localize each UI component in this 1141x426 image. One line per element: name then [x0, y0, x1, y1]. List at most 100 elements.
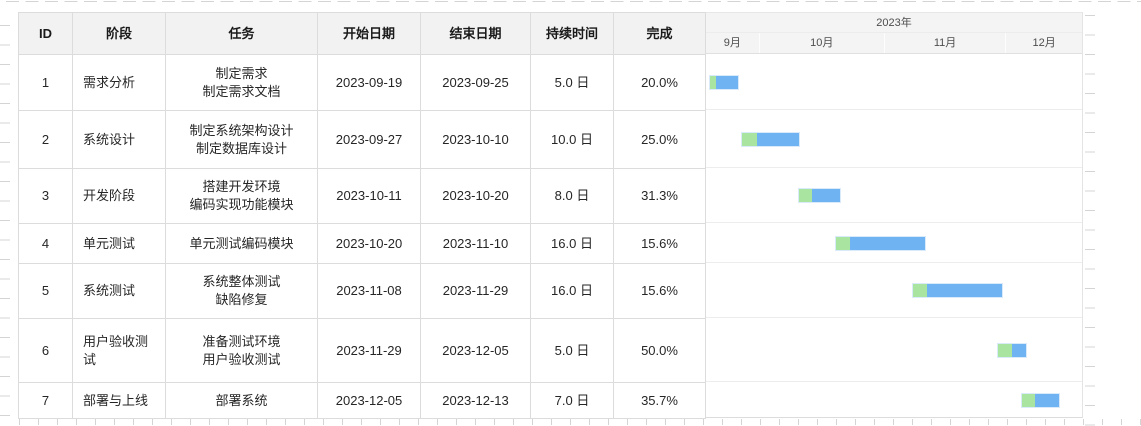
cell-id: 7	[18, 382, 73, 419]
cell-complete: 20.0%	[613, 54, 706, 111]
cell-id: 4	[18, 223, 73, 264]
cell-start-date: 2023-09-19	[317, 54, 421, 111]
cell-end-date: 2023-11-10	[420, 223, 531, 264]
table-row: 1 需求分析 制定需求 制定需求文档 2023-09-19 2023-09-25…	[18, 54, 706, 111]
cell-start-date: 2023-11-29	[317, 318, 421, 383]
cell-duration: 7.0 日	[530, 382, 614, 419]
cell-task: 制定系统架构设计 制定数据库设计	[165, 110, 318, 169]
table-row: 2 系统设计 制定系统架构设计 制定数据库设计 2023-09-27 2023-…	[18, 110, 706, 169]
cell-duration: 5.0 日	[530, 318, 614, 383]
spreadsheet-gridline-top	[0, 1, 1141, 2]
cell-phase: 用户验收测 试	[72, 318, 166, 383]
cell-id: 3	[18, 168, 73, 224]
column-header-duration: 持续时间	[530, 12, 614, 55]
cell-duration: 5.0 日	[530, 54, 614, 111]
cell-end-date: 2023-10-10	[420, 110, 531, 169]
cell-complete: 25.0%	[613, 110, 706, 169]
spreadsheet-gridline-bottom	[19, 419, 1141, 425]
gantt-task-table: ID 阶段 任务 开始日期 结束日期 持续时间 完成 1 需求分析 制定需求 制…	[18, 12, 706, 419]
table-row: 4 单元测试 单元测试编码模块 2023-10-20 2023-11-10 16…	[18, 223, 706, 264]
timeline-year-label: 2023年	[706, 12, 1082, 33]
cell-task: 系统整体测试 缺陷修复	[165, 263, 318, 319]
cell-duration: 10.0 日	[530, 110, 614, 169]
cell-complete: 31.3%	[613, 168, 706, 224]
gantt-row	[706, 382, 1082, 418]
column-header-complete: 完成	[613, 12, 706, 55]
gantt-row	[706, 168, 1082, 223]
cell-id: 5	[18, 263, 73, 319]
gantt-row	[706, 54, 1082, 110]
table-row: 7 部署与上线 部署系统 2023-12-05 2023-12-13 7.0 日…	[18, 382, 706, 419]
column-header-phase: 阶段	[72, 12, 166, 55]
table-row: 6 用户验收测 试 准备测试环境 用户验收测试 2023-11-29 2023-…	[18, 318, 706, 383]
month-label: 12月	[1005, 33, 1082, 53]
cell-phase: 系统测试	[72, 263, 166, 319]
spreadsheet-gridline-right	[1085, 12, 1095, 426]
column-header-id: ID	[18, 12, 73, 55]
month-label: 9月	[723, 37, 741, 49]
cell-phase: 部署与上线	[72, 382, 166, 419]
cell-start-date: 2023-10-11	[317, 168, 421, 224]
gantt-row	[706, 110, 1082, 168]
gantt-bar[interactable]	[709, 74, 740, 90]
table-header-row: ID 阶段 任务 开始日期 结束日期 持续时间 完成	[18, 12, 706, 55]
cell-complete: 15.6%	[613, 223, 706, 264]
cell-task: 搭建开发环境 编码实现功能模块	[165, 168, 318, 224]
month-label: 11月	[883, 33, 1005, 53]
gantt-bar-progress	[1022, 393, 1036, 407]
cell-id: 2	[18, 110, 73, 169]
cell-duration: 16.0 日	[530, 223, 614, 264]
cell-complete: 35.7%	[613, 382, 706, 419]
cell-duration: 8.0 日	[530, 168, 614, 224]
cell-phase: 开发阶段	[72, 168, 166, 224]
cell-end-date: 2023-09-25	[420, 54, 531, 111]
gantt-bar-progress	[799, 189, 812, 202]
gantt-bar-progress	[710, 75, 716, 89]
timeline-header: 2023年 9月 10月 11月 12月	[706, 12, 1082, 54]
cell-end-date: 2023-12-13	[420, 382, 531, 419]
spreadsheet-gridline-left	[0, 16, 10, 426]
table-row: 3 开发阶段 搭建开发环境 编码实现功能模块 2023-10-11 2023-1…	[18, 168, 706, 224]
cell-start-date: 2023-09-27	[317, 110, 421, 169]
timeline-body	[706, 54, 1082, 418]
cell-end-date: 2023-11-29	[420, 263, 531, 319]
cell-id: 6	[18, 318, 73, 383]
cell-task: 准备测试环境 用户验收测试	[165, 318, 318, 383]
gantt-bar-progress	[997, 343, 1013, 357]
gantt-bar-progress	[835, 236, 850, 250]
gantt-bar[interactable]	[834, 235, 926, 251]
cell-end-date: 2023-10-20	[420, 168, 531, 224]
gantt-row	[706, 318, 1082, 382]
cell-start-date: 2023-10-20	[317, 223, 421, 264]
gantt-bar[interactable]	[911, 283, 1003, 298]
gantt-bar[interactable]	[741, 131, 801, 147]
cell-phase: 单元测试	[72, 223, 166, 264]
gantt-bar[interactable]	[996, 342, 1028, 358]
cell-phase: 系统设计	[72, 110, 166, 169]
cell-start-date: 2023-11-08	[317, 263, 421, 319]
cell-task: 单元测试编码模块	[165, 223, 318, 264]
cell-task: 制定需求 制定需求文档	[165, 54, 318, 111]
gantt-timeline-panel[interactable]: 2023年 9月 10月 11月 12月	[706, 12, 1083, 418]
timeline-month-row: 9月 10月 11月 12月	[706, 33, 1082, 54]
column-header-end: 结束日期	[420, 12, 531, 55]
gantt-bar-progress	[742, 132, 757, 146]
cell-complete: 50.0%	[613, 318, 706, 383]
cell-end-date: 2023-12-05	[420, 318, 531, 383]
column-header-start: 开始日期	[317, 12, 421, 55]
cell-id: 1	[18, 54, 73, 111]
cell-duration: 16.0 日	[530, 263, 614, 319]
cell-task: 部署系统	[165, 382, 318, 419]
gantt-row	[706, 223, 1082, 263]
gantt-bar[interactable]	[1021, 392, 1060, 408]
cell-complete: 15.6%	[613, 263, 706, 319]
cell-phase: 需求分析	[72, 54, 166, 111]
gantt-bar-progress	[912, 284, 927, 297]
table-row: 5 系统测试 系统整体测试 缺陷修复 2023-11-08 2023-11-29…	[18, 263, 706, 319]
column-header-task: 任务	[165, 12, 318, 55]
month-label: 10月	[758, 33, 884, 53]
cell-start-date: 2023-12-05	[317, 382, 421, 419]
gantt-row	[706, 263, 1082, 318]
gantt-bar[interactable]	[798, 188, 841, 203]
